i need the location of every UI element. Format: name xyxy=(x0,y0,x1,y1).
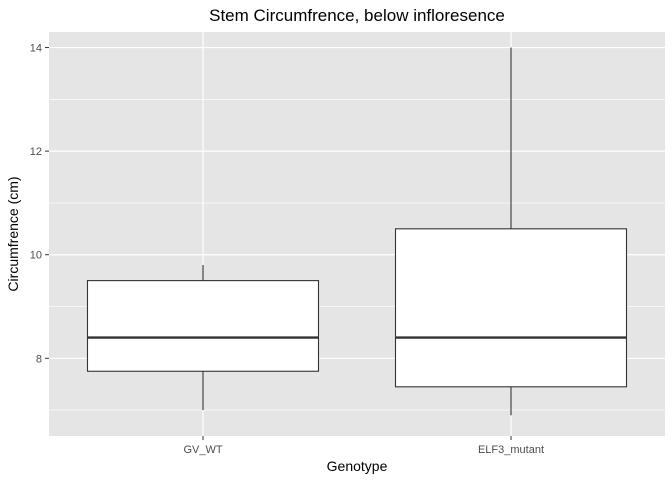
boxes xyxy=(86,47,628,416)
y-tick-label: 14 xyxy=(30,43,42,55)
axes: 8 10 12 14 GV_WT ELF3_mutant xyxy=(30,43,544,456)
chart-title: Stem Circumfrence, below infloresence xyxy=(209,6,505,25)
x-tick-label: ELF3_mutant xyxy=(478,444,544,456)
box-ELF3_mutant xyxy=(394,47,628,416)
x-axis-title: Genotype xyxy=(327,458,388,474)
x-tick-label: GV_WT xyxy=(183,444,222,456)
y-tick-label: 10 xyxy=(30,250,42,262)
box-iqr xyxy=(86,280,320,372)
y-axis-title: Circumfrence (cm) xyxy=(5,176,21,291)
box-GV_WT xyxy=(86,265,320,411)
y-tick-label: 12 xyxy=(30,146,42,158)
box-iqr xyxy=(394,228,628,388)
y-tick-label: 8 xyxy=(36,353,42,365)
